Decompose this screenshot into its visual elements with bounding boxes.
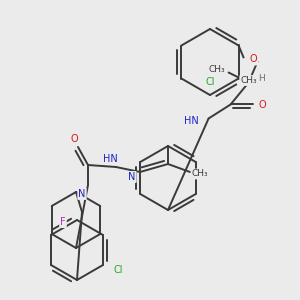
Text: O: O	[250, 55, 257, 64]
Text: F: F	[60, 217, 66, 227]
Text: N: N	[78, 189, 86, 199]
Text: CH₃: CH₃	[192, 169, 208, 178]
Text: O: O	[259, 100, 266, 110]
Text: Cl: Cl	[113, 265, 123, 275]
Text: H: H	[258, 74, 265, 83]
Text: O: O	[70, 134, 78, 144]
Text: CH₃: CH₃	[208, 65, 225, 74]
Text: N: N	[128, 172, 136, 182]
Text: HN: HN	[184, 116, 199, 127]
Text: HN: HN	[103, 154, 117, 164]
Text: CH₃: CH₃	[240, 76, 257, 85]
Text: Cl: Cl	[205, 77, 215, 87]
